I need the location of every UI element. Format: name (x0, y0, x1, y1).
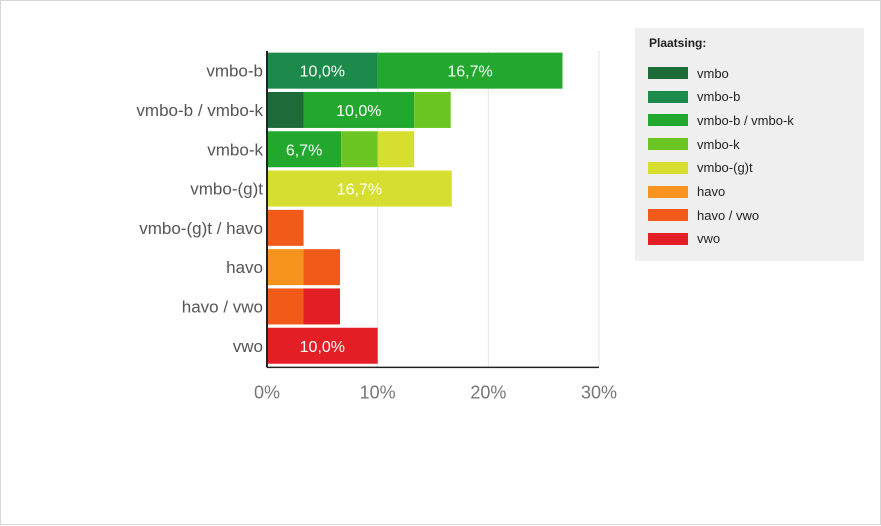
category-label: vmbo-b / vmbo-k (136, 101, 263, 120)
legend-swatch (648, 90, 688, 103)
category-label: havo (226, 258, 263, 277)
legend-swatch (648, 185, 688, 198)
bar-segment (414, 91, 451, 128)
legend-swatch (648, 161, 688, 174)
category-label: havo / vwo (182, 297, 263, 316)
legend-swatch (648, 67, 688, 79)
data-label: 10,0% (300, 64, 345, 81)
legend-label: havo / vwo (697, 207, 760, 223)
legend-item: havo (648, 182, 725, 202)
legend-label: vwo (697, 231, 721, 247)
bar-segment (267, 131, 342, 168)
bar-segment (267, 91, 304, 128)
legend-swatch (648, 114, 688, 127)
data-label: 16,7% (447, 64, 492, 81)
category-label: vmbo-k (207, 140, 263, 159)
legend-item: vmbo-k (648, 134, 740, 154)
legend-item: vmbo (648, 63, 729, 83)
legend-swatch (648, 232, 688, 245)
legend-item: vmbo-b / vmbo-k (648, 110, 794, 130)
legend-item: vwo (648, 229, 720, 249)
bar-segment (267, 249, 304, 286)
category-label: vmbo-(g)t (190, 180, 263, 199)
category-label: vwo (233, 337, 263, 356)
bar-segment (267, 209, 304, 246)
x-tick-label: 20% (470, 382, 506, 402)
bar-segment (303, 288, 341, 325)
data-label: 16,7% (337, 182, 382, 199)
legend-label: vmbo-k (697, 136, 740, 152)
legend: Plaatsing: vmbo vmbo-b vmbo-b / vmbo-k vmbo… (635, 28, 864, 261)
bar-segment (267, 170, 452, 207)
bar-segment (267, 327, 378, 364)
bar-segment (377, 131, 415, 168)
legend-title: Plaatsing: (649, 36, 707, 50)
legend-label: vmbo-b (697, 89, 741, 105)
bar-segment (303, 91, 415, 128)
x-tick-label: 0% (254, 382, 280, 402)
data-label: 10,0% (300, 339, 345, 356)
category-label: vmbo-(g)t / havo (139, 219, 263, 238)
bar-segment (303, 249, 341, 286)
legend-item: havo / vwo (648, 205, 759, 225)
legend-swatch (648, 209, 688, 222)
data-label: 6,7% (286, 142, 322, 159)
legend-label: vmbo-b / vmbo-k (697, 112, 794, 128)
legend-label: vmbo (697, 65, 729, 81)
legend-label: vmbo-(g)t (697, 160, 753, 176)
data-label: 10,0% (336, 103, 381, 120)
legend-swatch (648, 138, 688, 151)
legend-item: vmbo-(g)t (648, 158, 753, 178)
category-label: vmbo-b (206, 62, 263, 81)
legend-label: havo (697, 184, 726, 199)
x-tick-label: 30% (581, 382, 617, 402)
bar-segment (267, 288, 304, 325)
bar-segment (267, 52, 378, 89)
legend-item: vmbo-b (648, 87, 740, 107)
bar-segment (341, 131, 378, 168)
x-tick-label: 10% (360, 382, 396, 402)
bar-segment (377, 52, 563, 89)
